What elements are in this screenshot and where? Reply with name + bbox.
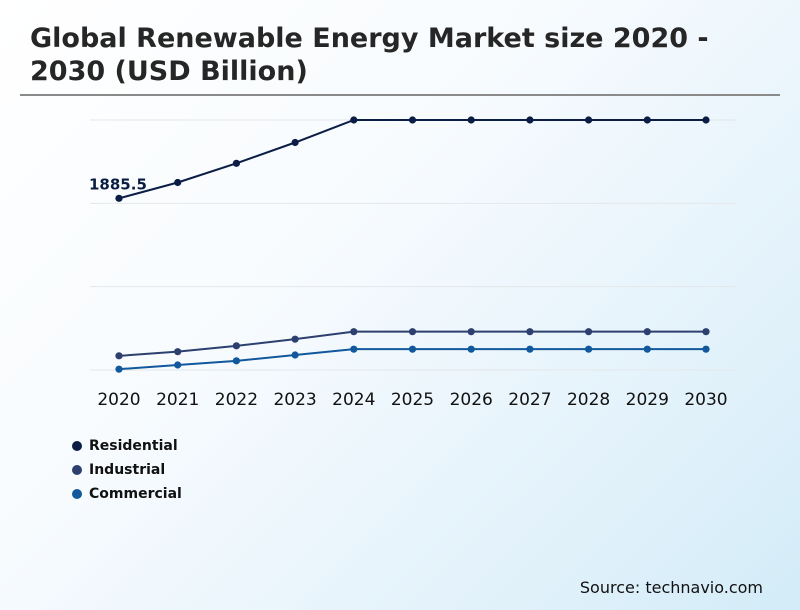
- legend-label-residential: Residential: [89, 438, 178, 454]
- data-point-residential: [174, 178, 182, 187]
- data-point-residential: [467, 116, 475, 124]
- x-tick-label: 2024: [332, 390, 375, 410]
- legend-marker-industrial: [72, 465, 82, 475]
- x-tick-label: 2021: [156, 390, 199, 410]
- data-point-commercial: [174, 361, 182, 369]
- annotations: 1885.5: [89, 175, 147, 193]
- chart-title: Global Renewable Energy Market size 2020…: [30, 23, 709, 87]
- legend-label-commercial: Commercial: [89, 486, 182, 502]
- data-point-residential: [702, 116, 710, 124]
- data-point-industrial: [115, 352, 123, 360]
- legend-item-commercial: Commercial: [72, 482, 182, 506]
- data-point-industrial: [408, 328, 417, 336]
- data-point-industrial: [174, 348, 182, 356]
- data-point-commercial: [585, 345, 593, 353]
- legend-label-industrial: Industrial: [89, 462, 166, 478]
- x-tick-label: 2030: [684, 390, 727, 410]
- x-tick-label: 2020: [97, 390, 140, 410]
- data-point-commercial: [408, 345, 417, 353]
- data-point-industrial: [467, 328, 475, 336]
- x-tick-label: 2027: [508, 390, 551, 410]
- data-point-residential: [526, 116, 534, 124]
- x-tick-label: 2022: [215, 390, 258, 410]
- x-tick-label: 2028: [567, 390, 610, 410]
- data-point-commercial: [291, 351, 299, 359]
- legend-marker-residential: [72, 441, 82, 451]
- data-point-commercial: [467, 345, 475, 353]
- line-chart: 2020 2021 2022 2023 2024 2025 2026 2027 2028 2029…: [89, 116, 736, 410]
- data-points: [115, 116, 710, 373]
- data-point-residential: [115, 194, 123, 202]
- legend-item-residential: Residential: [72, 434, 182, 458]
- data-point-commercial: [350, 345, 358, 353]
- data-point-commercial: [115, 365, 123, 373]
- source-credit: Source: technavio.com: [579, 578, 763, 597]
- data-point-commercial: [643, 345, 651, 353]
- data-label: 1885.5: [89, 175, 147, 193]
- data-point-residential: [232, 159, 240, 167]
- data-point-industrial: [585, 328, 593, 336]
- x-axis-tick-labels: 2020 2021 2022 2023 2024 2025 2026 2027 2028 2029…: [97, 390, 727, 410]
- data-point-commercial: [526, 345, 534, 353]
- x-tick-label: 2026: [450, 390, 493, 410]
- data-point-residential: [350, 116, 358, 124]
- data-point-industrial: [350, 328, 358, 336]
- x-tick-label: 2029: [626, 390, 669, 410]
- legend: Residential Industrial Commercial: [72, 434, 182, 506]
- data-point-industrial: [232, 342, 240, 350]
- data-point-industrial: [291, 335, 299, 343]
- data-point-residential: [291, 138, 299, 147]
- data-point-industrial: [702, 328, 710, 336]
- data-point-commercial: [232, 357, 240, 365]
- legend-item-industrial: Industrial: [72, 458, 182, 482]
- data-point-industrial: [526, 328, 534, 336]
- data-point-residential: [585, 116, 593, 124]
- data-point-industrial: [643, 328, 651, 336]
- title-divider: [20, 94, 780, 96]
- x-tick-label: 2023: [273, 390, 316, 410]
- x-tick-label: 2025: [391, 390, 434, 410]
- data-point-residential: [408, 116, 417, 124]
- data-point-commercial: [702, 345, 710, 353]
- legend-marker-commercial: [72, 489, 82, 499]
- data-point-residential: [643, 116, 651, 124]
- series-line-residential: [118, 119, 706, 200]
